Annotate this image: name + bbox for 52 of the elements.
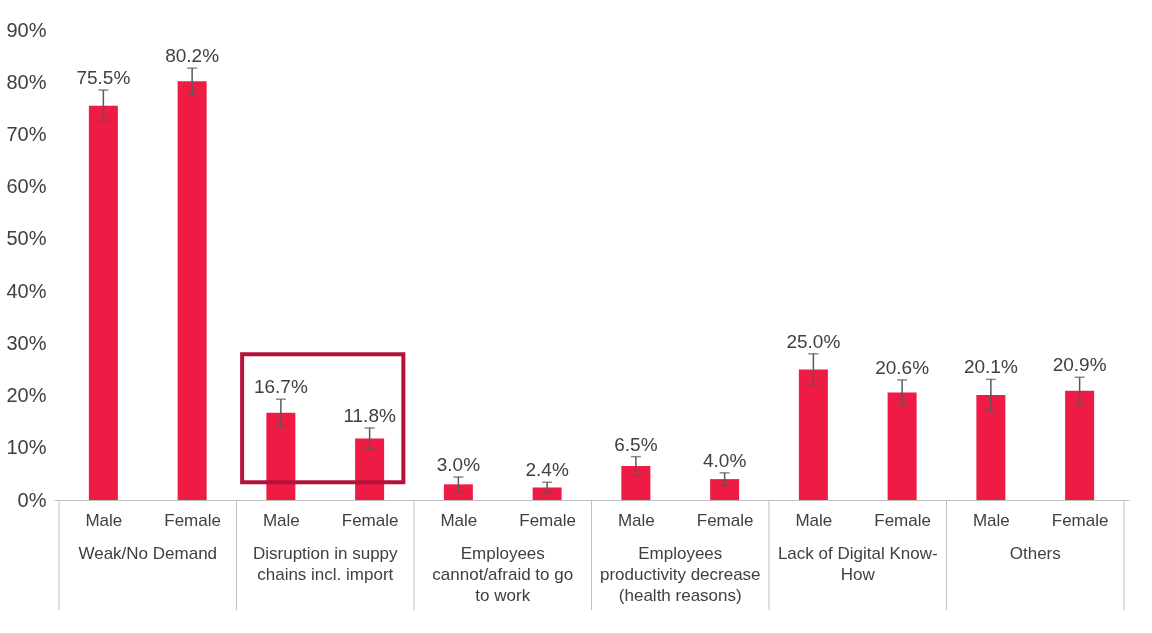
bar: [1065, 390, 1095, 500]
data-label: 11.8%: [343, 404, 396, 426]
text: Weak/No Demand: [78, 544, 218, 563]
y-tick-label: 80%: [6, 70, 47, 93]
y-tick-label: 20%: [6, 384, 47, 407]
bar: [177, 81, 207, 500]
y-tick-label: 40%: [6, 279, 47, 302]
bar: [266, 412, 296, 500]
bar: [355, 438, 385, 500]
data-label: 20.1%: [963, 356, 1018, 378]
y-tick-label: 70%: [6, 122, 47, 145]
bar: [798, 369, 828, 500]
data-label: 75.5%: [76, 67, 131, 89]
bar: [621, 466, 651, 500]
x-tick-label: Male: [617, 510, 655, 530]
text: Employees cannot/afraid to go to work: [432, 544, 574, 605]
text: Employees productivity decrease (health reasons): [599, 544, 761, 605]
x-tick-label: Male: [795, 510, 833, 530]
text: Lack of Digital Know-How: [777, 544, 938, 584]
x-tick-label: Female: [164, 510, 221, 530]
y-tick-label: 10%: [6, 436, 47, 459]
text: Disruption in suppy chains incl. import: [252, 544, 399, 584]
data-label: 20.9%: [1052, 354, 1107, 376]
data-label: 80.2%: [165, 45, 220, 67]
bar: [88, 105, 118, 500]
text: Others: [1009, 544, 1061, 563]
data-label: 3.0%: [436, 454, 481, 476]
y-tick-label: 50%: [6, 227, 47, 250]
x-tick-label: Female: [1051, 510, 1109, 530]
y-tick-label: 60%: [6, 175, 47, 198]
x-tick-label: Female: [341, 510, 399, 530]
data-label: 4.0%: [702, 449, 747, 471]
data-label: 16.7%: [253, 376, 308, 398]
x-tick-label: Male: [85, 510, 123, 530]
bar: [976, 395, 1006, 500]
x-tick-label: Female: [696, 510, 754, 530]
bar: [532, 487, 562, 500]
data-label: 2.4%: [525, 459, 569, 481]
x-tick-label: Female: [519, 510, 576, 530]
x-tick-label: Male: [972, 510, 1010, 530]
bar: [710, 479, 740, 500]
y-tick-label: 30%: [6, 331, 47, 354]
data-label: 6.5%: [614, 433, 658, 455]
y-tick-label: 0%: [17, 488, 47, 511]
y-tick-label: 90%: [6, 18, 47, 41]
bar: [887, 392, 917, 500]
x-tick-label: Male: [262, 510, 300, 530]
data-label: 25.0%: [786, 330, 841, 352]
x-tick-label: Female: [874, 510, 931, 530]
x-tick-label: Male: [440, 510, 478, 530]
bar: [443, 484, 473, 500]
data-label: 20.6%: [875, 356, 930, 378]
